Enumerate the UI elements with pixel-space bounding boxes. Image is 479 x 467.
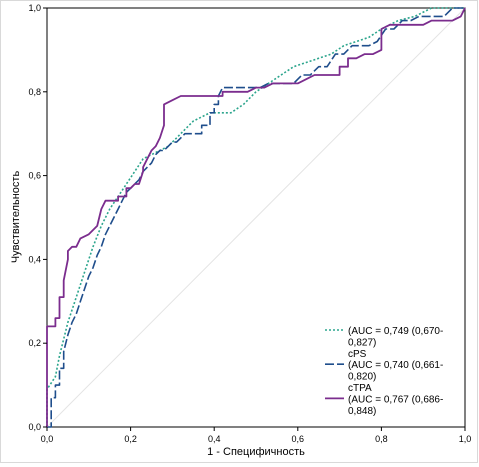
x-axis: 0,0 0,2 0,4 0,6 0,8 1,0: [41, 427, 472, 444]
legend-text-line: (AUC = 0,767 (0,686-: [348, 394, 443, 405]
x-tick-label: 0,0: [41, 434, 54, 444]
y-tick-label: 0,2: [28, 338, 41, 348]
y-tick-label: 0,4: [28, 254, 41, 264]
x-axis-title: 1 - Специфичность: [207, 446, 305, 458]
legend: (AUC = 0,749 (0,670-0,827)cPS(AUC = 0,74…: [325, 326, 443, 417]
y-tick-label: 0,0: [28, 422, 41, 432]
legend-text-line: cPS: [348, 349, 367, 360]
legend-text-line: cTPA: [348, 383, 372, 394]
roc-series-line-3: [46, 7, 466, 427]
series-layer: [46, 7, 466, 428]
x-tick-label: 0,6: [292, 434, 305, 444]
y-axis: 0,0 0,2 0,4 0,6 0,8 1,0: [28, 3, 47, 432]
x-tick-label: 1,0: [459, 434, 472, 444]
y-tick-label: 0,8: [28, 87, 41, 97]
diagonal-layer: [46, 7, 466, 428]
roc-series-line-2: [47, 7, 465, 428]
legend-text-line: (AUC = 0,740 (0,661-: [348, 360, 443, 371]
legend-text-line: 0,820): [348, 372, 376, 383]
legend-text-line: (AUC = 0,749 (0,670-: [348, 326, 443, 337]
x-tick-label: 0,4: [208, 434, 221, 444]
y-axis-title: Чувствительность: [10, 171, 22, 264]
y-tick-label: 0,6: [28, 171, 41, 181]
x-tick-label: 0,2: [124, 434, 137, 444]
y-tick-label: 1,0: [28, 3, 41, 13]
reference-diagonal: [46, 7, 466, 428]
legend-text-line: 0,827): [348, 337, 376, 348]
x-tick-label: 0,8: [375, 434, 388, 444]
legend-text-line: 0,848): [348, 406, 376, 417]
